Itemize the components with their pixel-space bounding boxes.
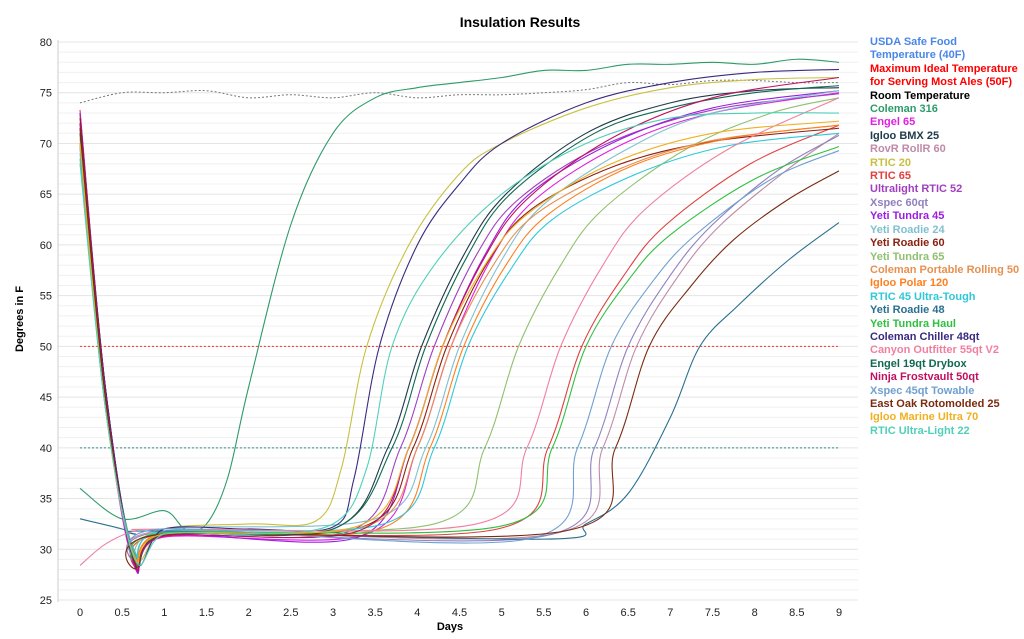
legend-item-rovr-rollr-60[interactable]: RovR RollR 60 bbox=[870, 143, 946, 156]
x-tick-label: 3.5 bbox=[368, 607, 383, 619]
x-tick-label: 1.5 bbox=[199, 607, 214, 619]
series-line-east-oak-rotomolded-25 bbox=[79, 128, 840, 570]
legend-item-rtic-45-ultra-tough[interactable]: RTIC 45 Ultra-Tough bbox=[870, 290, 976, 303]
series-line-room-temperature bbox=[79, 79, 840, 104]
y-tick-label: 40 bbox=[40, 443, 52, 455]
legend-item-igloo-polar-120[interactable]: Igloo Polar 120 bbox=[870, 277, 949, 290]
legend-item-rtic-65[interactable]: RTIC 65 bbox=[870, 170, 911, 183]
legend-item-yeti-tundra-haul[interactable]: Yeti Tundra Haul bbox=[870, 317, 956, 330]
y-axis-label: Degrees in F bbox=[14, 285, 26, 353]
legend-item-canyon-outfitter-55qt-v2[interactable]: Canyon Outfitter 55qt V2 bbox=[870, 344, 999, 357]
y-tick-label: 75 bbox=[40, 88, 52, 100]
x-tick-label: 7.5 bbox=[705, 607, 720, 619]
y-tick-label: 45 bbox=[40, 392, 52, 404]
y-tick-label: 35 bbox=[40, 494, 52, 506]
y-tick-label: 50 bbox=[40, 341, 52, 353]
legend-item-yeti-roadie-60[interactable]: Yeti Roadie 60 bbox=[870, 237, 945, 250]
x-tick-label: 0.5 bbox=[115, 607, 130, 619]
series-line-canyon-outfitter-55qt-v2 bbox=[79, 97, 840, 566]
y-tick-label: 80 bbox=[40, 37, 52, 49]
x-tick-label: 0 bbox=[77, 607, 83, 619]
x-tick-label: 9 bbox=[836, 607, 842, 619]
legend-item-coleman-316[interactable]: Coleman 316 bbox=[870, 103, 938, 116]
legend-item-yeti-roadie-24[interactable]: Yeti Roadie 24 bbox=[870, 223, 945, 236]
series-line-igloo-marine-ultra-70 bbox=[79, 120, 840, 565]
y-tick-label: 65 bbox=[40, 189, 52, 201]
x-tick-label: 6.5 bbox=[621, 607, 636, 619]
legend-item-rtic-ultra-light-22[interactable]: RTIC Ultra-Light 22 bbox=[870, 424, 970, 437]
y-tick-label: 60 bbox=[40, 240, 52, 252]
x-tick-label: 2.5 bbox=[283, 607, 298, 619]
legend-item-xspec-45qt-towable[interactable]: Xspec 45qt Towable bbox=[870, 384, 975, 397]
legend-item-coleman-chiller-48qt[interactable]: Coleman Chiller 48qt bbox=[870, 330, 980, 343]
legend-item-coleman-portable-rolling-50[interactable]: Coleman Portable Rolling 50 bbox=[870, 263, 1020, 276]
legend-item-east-oak-rotomolded-25[interactable]: East Oak Rotomolded 25 bbox=[870, 397, 1000, 410]
x-axis-label: Days bbox=[436, 621, 464, 633]
series-line-engel-65 bbox=[79, 92, 840, 575]
legend-item-xspec-60qt[interactable]: Xspec 60qt bbox=[870, 196, 929, 209]
legend-item-ninja-frostvault-50qt[interactable]: Ninja Frostvault 50qt bbox=[870, 371, 979, 384]
x-tick-label: 8.5 bbox=[789, 607, 804, 619]
y-tick-label: 30 bbox=[40, 544, 52, 556]
series-line-yeti-roadie-60 bbox=[79, 118, 840, 572]
legend-item-rtic-20[interactable]: RTIC 20 bbox=[870, 156, 911, 169]
series-line-ultralight-rtic-52 bbox=[79, 93, 840, 573]
legend-item-maximum-ideal-temperature-for-serving-most-ales-50f[interactable]: Maximum Ideal Temperature for Serving Mo… bbox=[870, 62, 1018, 89]
y-tick-label: 25 bbox=[40, 595, 52, 607]
legend: USDA Safe Food Temperature (40F) Maximum … bbox=[870, 36, 1024, 438]
series-line-yeti-tundra-45 bbox=[79, 90, 840, 574]
x-tick-label: 4 bbox=[414, 607, 420, 619]
legend-item-yeti-roadie-48[interactable]: Yeti Roadie 48 bbox=[870, 304, 945, 317]
y-tick-label: 55 bbox=[40, 291, 52, 303]
legend-item-engel-65[interactable]: Engel 65 bbox=[870, 116, 916, 129]
x-tick-label: 8 bbox=[752, 607, 758, 619]
y-tick-label: 70 bbox=[40, 138, 52, 150]
series-line-rtic-ultra-light-22 bbox=[79, 112, 840, 566]
legend-item-usda-safe-food-temperature-40f[interactable]: USDA Safe Food Temperature (40F) bbox=[870, 36, 966, 62]
legend-item-yeti-tundra-65[interactable]: Yeti Tundra 65 bbox=[870, 250, 945, 263]
x-tick-label: 4.5 bbox=[452, 607, 467, 619]
series-line-xspec-60qt bbox=[79, 134, 840, 563]
series-line-xspec-45qt-towable bbox=[79, 148, 840, 559]
series-line-yeti-roadie-48 bbox=[79, 222, 840, 540]
legend-item-igloo-marine-ultra-70[interactable]: Igloo Marine Ultra 70 bbox=[870, 411, 979, 424]
x-tick-label: 6 bbox=[583, 607, 589, 619]
x-tick-label: 5 bbox=[499, 607, 505, 619]
x-tick-label: 5.5 bbox=[536, 607, 551, 619]
series-line-coleman-portable-rolling-50 bbox=[79, 124, 840, 562]
x-tick-label: 2 bbox=[246, 607, 252, 619]
legend-item-yeti-tundra-45[interactable]: Yeti Tundra 45 bbox=[870, 210, 945, 223]
x-tick-label: 3 bbox=[330, 607, 336, 619]
legend-item-engel-19qt-drybox[interactable]: Engel 19qt Drybox bbox=[870, 357, 967, 370]
x-tick-label: 1 bbox=[161, 607, 167, 619]
chart-title: Insulation Results bbox=[459, 14, 581, 30]
series-line-yeti-tundra-65 bbox=[79, 97, 840, 564]
x-tick-label: 7 bbox=[667, 607, 673, 619]
legend-item-ultralight-rtic-52[interactable]: Ultralight RTIC 52 bbox=[870, 183, 963, 196]
legend-item-igloo-bmx-25[interactable]: Igloo BMX 25 bbox=[870, 129, 940, 142]
legend-item-room-temperature[interactable]: Room Temperature bbox=[870, 89, 971, 102]
